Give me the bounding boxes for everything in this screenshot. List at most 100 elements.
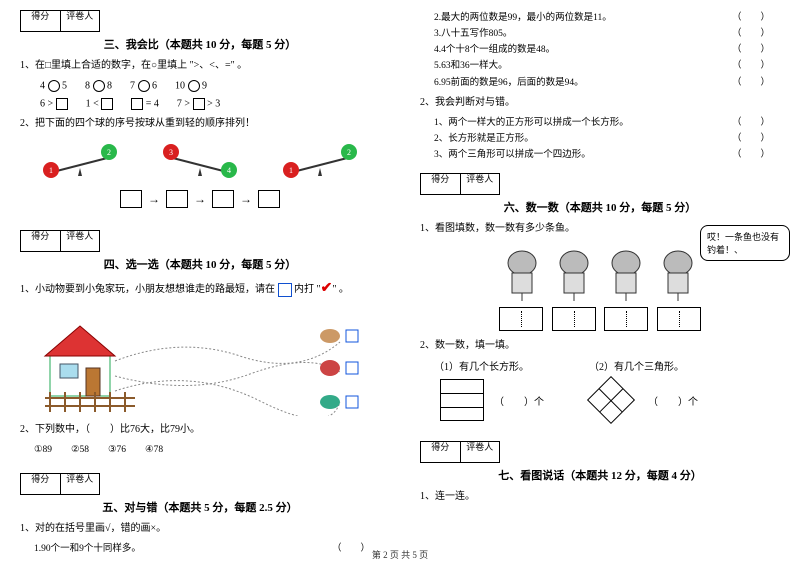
arrow-icon: → — [240, 192, 252, 207]
speech-bubble: 哎！一条鱼也没有钓着！、 — [700, 225, 790, 261]
svg-text:3: 3 — [169, 148, 173, 157]
eq: 4 5 — [40, 80, 67, 92]
grader-cell: 评卷人 — [461, 174, 500, 194]
chain-box[interactable] — [258, 190, 280, 208]
right-column: 2.最大的两位数是99，最小的两位数是11。（ ） 3.八十五写作805。（ ）… — [400, 0, 800, 565]
grader-cell: 评卷人 — [461, 442, 500, 462]
paren-blank[interactable]: （ ） — [732, 42, 770, 58]
stacked-rects — [440, 379, 484, 421]
scorebox-6: 得分 评卷人 — [420, 173, 500, 195]
scorebox-5: 得分 评卷人 — [20, 473, 100, 495]
balance-2: 3 4 — [155, 140, 245, 180]
shapes-row: （ ）个 （ ）个 — [440, 379, 780, 421]
eq: 7 6 — [130, 80, 157, 92]
rt-item: 2.最大的两位数是99，最小的两位数是11。（ ） — [434, 10, 780, 26]
eq: 10 9 — [175, 80, 207, 92]
svg-text:2: 2 — [107, 148, 111, 157]
q4-1-text3: " 。 — [332, 284, 349, 295]
balance-1: 1 2 — [35, 140, 125, 180]
paren-blank[interactable]: （ ） — [732, 26, 770, 42]
q7-1: 1、连一连。 — [420, 489, 780, 505]
house-animal-scene — [40, 306, 360, 416]
arrow-icon: → — [194, 192, 206, 207]
section-6-title: 六、数一数（本题共 10 分，每题 5 分） — [420, 199, 780, 215]
rt-item: 5.63和36一样大。（ ） — [434, 58, 780, 74]
section-4-title: 四、选一选（本题共 10 分，每题 5 分） — [20, 256, 380, 272]
paren-blank[interactable]: （ ） — [732, 58, 770, 74]
eq: 8 8 — [85, 80, 112, 92]
grader-cell: 评卷人 — [61, 231, 100, 251]
grader-cell: 评卷人 — [61, 474, 100, 494]
section-7-title: 七、看图说话（本题共 12 分，每题 4 分） — [420, 467, 780, 483]
digit-box[interactable] — [552, 307, 596, 331]
digit-box[interactable] — [657, 307, 701, 331]
eq: 1 < — [86, 98, 114, 110]
chain-box[interactable] — [120, 190, 142, 208]
rt-item: 6.95前面的数是96，后面的数是94。（ ） — [434, 75, 780, 91]
q6-2-subs: （1）有几个长方形。 （2）有几个三角形。 — [434, 358, 780, 373]
balance-3: 1 2 — [275, 140, 365, 180]
paren-blank[interactable]: （ ） — [732, 115, 770, 131]
q6-2-s2: （2）有几个三角形。 — [589, 358, 684, 373]
rt-sub: 1、两个一样大的正方形可以拼成一个长方形。（ ） — [434, 115, 780, 131]
eq: 7 > > 3 — [177, 98, 220, 110]
digit-boxes — [420, 307, 780, 334]
equation-row-2: 6 > 1 < = 4 7 > > 3 — [40, 98, 380, 110]
score-cell: 得分 — [21, 231, 61, 251]
paren-blank[interactable]: （ ） — [732, 147, 770, 163]
grader-cell: 评卷人 — [61, 11, 100, 31]
cat-icon — [654, 243, 702, 301]
eq: = 4 — [131, 98, 159, 110]
digit-box[interactable] — [604, 307, 648, 331]
page-footer: 第 2 页 共 5 页 — [0, 548, 800, 561]
arrow-icon: → — [148, 192, 160, 207]
q6-2: 2、数一数，填一填。 — [420, 338, 780, 354]
paren-blank[interactable]: （ ） — [732, 10, 770, 26]
score-cell: 得分 — [421, 442, 461, 462]
checkmark-icon: ✔ — [321, 281, 333, 296]
equation-row-1: 4 5 8 8 7 6 10 9 — [40, 80, 380, 92]
paren-blank[interactable]: （ ） — [732, 131, 770, 147]
chain-box[interactable] — [166, 190, 188, 208]
rt-sub: 3、两个三角形可以拼成一个四边形。（ ） — [434, 147, 780, 163]
score-cell: 得分 — [421, 174, 461, 194]
paren-blank[interactable]: （ ） — [732, 75, 770, 91]
section-3-title: 三、我会比（本题共 10 分，每题 5 分） — [20, 36, 380, 52]
blue-box-icon — [278, 283, 292, 297]
svg-text:1: 1 — [289, 166, 293, 175]
score-cell: 得分 — [21, 474, 61, 494]
score-cell: 得分 — [21, 11, 61, 31]
q3-1: 1、在□里填上合适的数字，在○里填上 ">、<、=" 。 — [20, 58, 380, 74]
q5-1: 1、对的在括号里画√，错的画×。 — [20, 521, 380, 537]
rt-item: 3.八十五写作805。（ ） — [434, 26, 780, 42]
scorebox-4: 得分 评卷人 — [20, 230, 100, 252]
q4-1-text: 1、小动物要到小兔家玩，小朋友想想谁走的路最短，请在 — [20, 284, 275, 295]
answer-blank[interactable]: （ ）个 — [648, 393, 698, 408]
scorebox-7: 得分 评卷人 — [420, 441, 500, 463]
rt-item: 4.4个十8个一组成的数是48。（ ） — [434, 42, 780, 58]
digit-box[interactable] — [499, 307, 543, 331]
q6-2-s1: （1）有几个长方形。 — [434, 358, 529, 373]
q4-2: 2、下列数中，（ ）比76大，比79小。 — [20, 422, 380, 438]
svg-text:2: 2 — [347, 148, 351, 157]
q4-2-options: ①89 ②58 ③76 ④78 — [34, 442, 380, 458]
cat-icon — [602, 243, 650, 301]
chain-box[interactable] — [212, 190, 234, 208]
svg-text:1: 1 — [49, 166, 53, 175]
section-5-title: 五、对与错（本题共 5 分，每题 2.5 分） — [20, 499, 380, 515]
rt-q2: 2、我会判断对与错。 — [420, 95, 780, 111]
balance-row: 1 2 3 4 1 2 — [20, 140, 380, 180]
diamond-shape — [587, 376, 635, 424]
svg-text:4: 4 — [227, 166, 231, 175]
cat-icon — [550, 243, 598, 301]
cat-icon — [498, 243, 546, 301]
scorebox-3: 得分 评卷人 — [20, 10, 100, 32]
q4-1: 1、小动物要到小兔家玩，小朋友想想谁走的路最短，请在 内打 "✔" 。 — [20, 278, 380, 300]
left-column: 得分 评卷人 三、我会比（本题共 10 分，每题 5 分） 1、在□里填上合适的… — [0, 0, 400, 565]
arrow-chain: → → → — [20, 190, 380, 208]
q4-1-text2: 内打 " — [294, 284, 321, 295]
q3-2: 2、把下面的四个球的序号按球从重到轻的顺序排列！ — [20, 116, 380, 132]
answer-blank[interactable]: （ ）个 — [494, 393, 544, 408]
rt-sub: 2、长方形就是正方形。（ ） — [434, 131, 780, 147]
eq: 6 > — [40, 98, 68, 110]
